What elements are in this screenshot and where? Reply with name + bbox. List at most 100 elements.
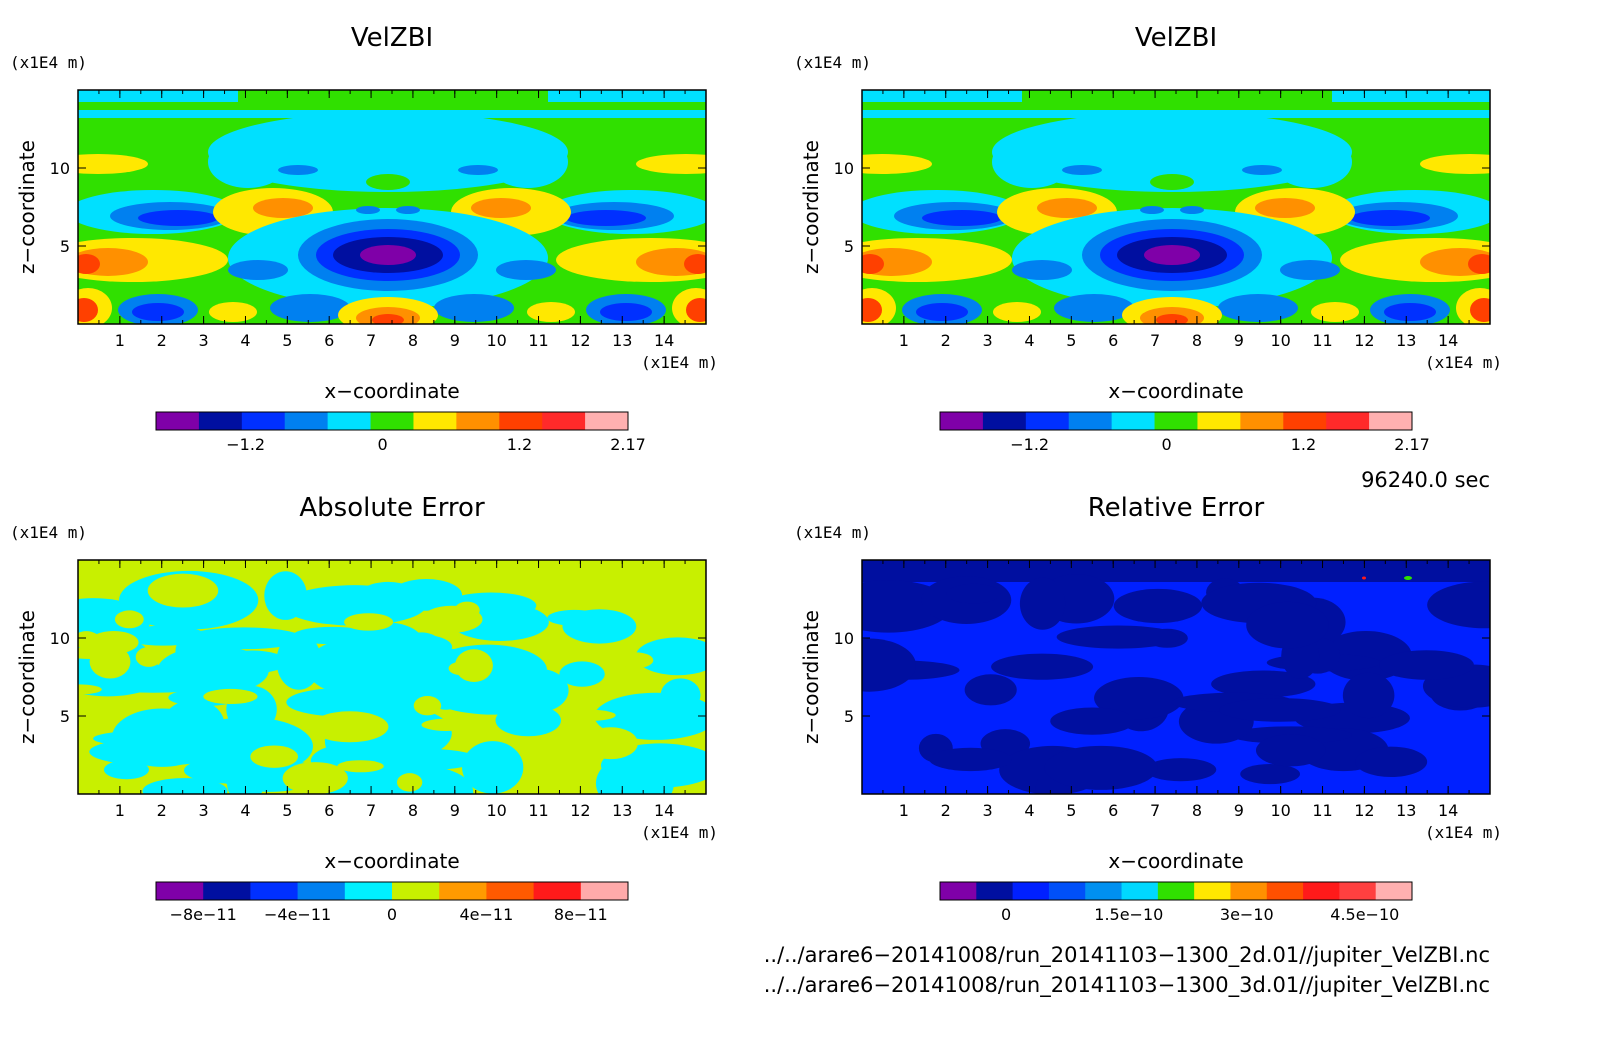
x-tick-label: 10	[1270, 331, 1290, 350]
colorbar-segment	[1068, 412, 1113, 430]
colorbar-tick-label: −4e−11	[264, 905, 331, 924]
colorbar-tick-label: 0	[387, 905, 397, 924]
colorbar-segment	[1025, 412, 1070, 430]
x-tick-label: 3	[983, 331, 993, 350]
contour-blob	[922, 210, 1002, 226]
contour-blob	[1342, 672, 1395, 719]
colorbar: −1.2 0 1.2 2.17	[155, 411, 646, 454]
contour-blob	[1062, 165, 1102, 175]
contour-blob	[270, 294, 350, 322]
contour-blob	[142, 777, 228, 794]
plot-area	[78, 560, 706, 794]
contour-blob	[326, 656, 460, 705]
contour-blob	[645, 698, 706, 730]
contour-blob	[862, 638, 916, 692]
contour-blob	[421, 605, 483, 633]
z-axis-title: z−coordinate	[799, 140, 823, 274]
x-tick-label: 12	[1354, 801, 1374, 820]
x-tick-label: 4	[240, 801, 250, 820]
colorbar-frame	[939, 411, 1413, 431]
contour-blob	[78, 598, 151, 645]
contour-blob	[1379, 650, 1474, 680]
panel-title: Relative Error	[1088, 493, 1265, 523]
contour-blob	[114, 610, 144, 629]
x-tick-label: 1	[899, 801, 909, 820]
contour-blob	[135, 646, 162, 667]
colorbar-tick-label: −1.2	[1010, 435, 1049, 454]
contour-blob	[1362, 576, 1366, 580]
contour-band	[862, 90, 1022, 102]
contour-blob	[1180, 206, 1204, 214]
z-axis-title: z−coordinate	[799, 610, 823, 744]
x-tick-label: 9	[1234, 801, 1244, 820]
contour-blob	[253, 198, 313, 218]
time-label: 96240.0 sec	[1361, 468, 1490, 492]
x-tick-label: 13	[1396, 801, 1416, 820]
colorbar-segment	[1339, 882, 1377, 900]
x-axis-title: x−coordinate	[1108, 849, 1243, 873]
contour-blob	[1280, 260, 1340, 280]
colorbar-tick-label: 2.17	[1394, 435, 1430, 454]
contour-blob	[600, 303, 652, 321]
contour-blob	[372, 314, 404, 324]
z-unit-label: (x1E4 m)	[794, 523, 871, 542]
contour-blob	[684, 254, 706, 274]
contour-blob	[132, 303, 184, 321]
contour-blob	[1219, 698, 1341, 722]
contour-blob	[356, 206, 380, 214]
x-tick-label: 4	[1024, 331, 1034, 350]
colorbar-segment	[976, 882, 1014, 900]
contour-blob	[1150, 174, 1194, 190]
z-tick-label: 5	[60, 707, 70, 726]
x-tick-label: 14	[1438, 801, 1458, 820]
contour-blob	[946, 583, 1001, 604]
panel-title: VelZBI	[1135, 23, 1217, 53]
colorbar-tick-label: −8e−11	[170, 905, 237, 924]
x-axis-title: x−coordinate	[324, 379, 459, 403]
x-tick-label: 14	[654, 801, 674, 820]
colorbar: −1.2 0 1.2 2.17	[939, 411, 1430, 454]
z-tick-label: 5	[844, 707, 854, 726]
contour-blob	[147, 573, 219, 608]
contour-blob	[1144, 245, 1200, 265]
contour-blob	[1255, 734, 1326, 767]
colorbar-segment	[940, 882, 977, 900]
contour-blob	[1427, 581, 1490, 629]
x-tick-label: 13	[1396, 331, 1416, 350]
colorbar-segment	[1303, 882, 1340, 900]
panel-title: VelZBI	[351, 23, 433, 53]
contour-blob	[527, 302, 575, 322]
colorbar-segment	[1121, 882, 1159, 900]
colorbar-tick-label: 0	[1001, 905, 1011, 924]
colorbar: 0 1.5e−10 3e−10 4.5e−10	[939, 881, 1413, 924]
contour-blob	[378, 633, 453, 661]
x-tick-label: 14	[1438, 331, 1458, 350]
contour-blob	[1054, 294, 1134, 322]
colorbar-segment	[1283, 412, 1327, 430]
colorbar-segment	[542, 412, 586, 430]
contour-blob	[635, 637, 706, 676]
contour-band	[1332, 90, 1490, 102]
contour-blob	[78, 298, 98, 322]
contour-blob	[1350, 210, 1430, 226]
colorbar-tick-label: 3e−10	[1220, 905, 1274, 924]
colorbar-segment	[1012, 882, 1050, 900]
colorbar-segment	[1048, 882, 1086, 900]
plot-area	[862, 90, 1490, 324]
contour-blob	[228, 260, 288, 280]
z-tick-label: 5	[844, 237, 854, 256]
contour-blob	[250, 745, 298, 768]
x-tick-label: 7	[366, 801, 376, 820]
colorbar-segment	[1266, 882, 1304, 900]
x-tick-label: 6	[324, 801, 334, 820]
contour-blob	[413, 696, 442, 716]
x-tick-label: 6	[1108, 331, 1118, 350]
x-tick-label: 14	[654, 331, 674, 350]
file-path-2d: ../../arare6−20141008/run_20141103−1300_…	[764, 943, 1490, 968]
colorbar-segment	[940, 412, 984, 430]
x-tick-label: 1	[899, 331, 909, 350]
colorbar-segment	[456, 412, 500, 430]
contour-blob	[595, 754, 674, 794]
contour-blob	[458, 165, 498, 175]
z-unit-label: (x1E4 m)	[10, 53, 87, 72]
